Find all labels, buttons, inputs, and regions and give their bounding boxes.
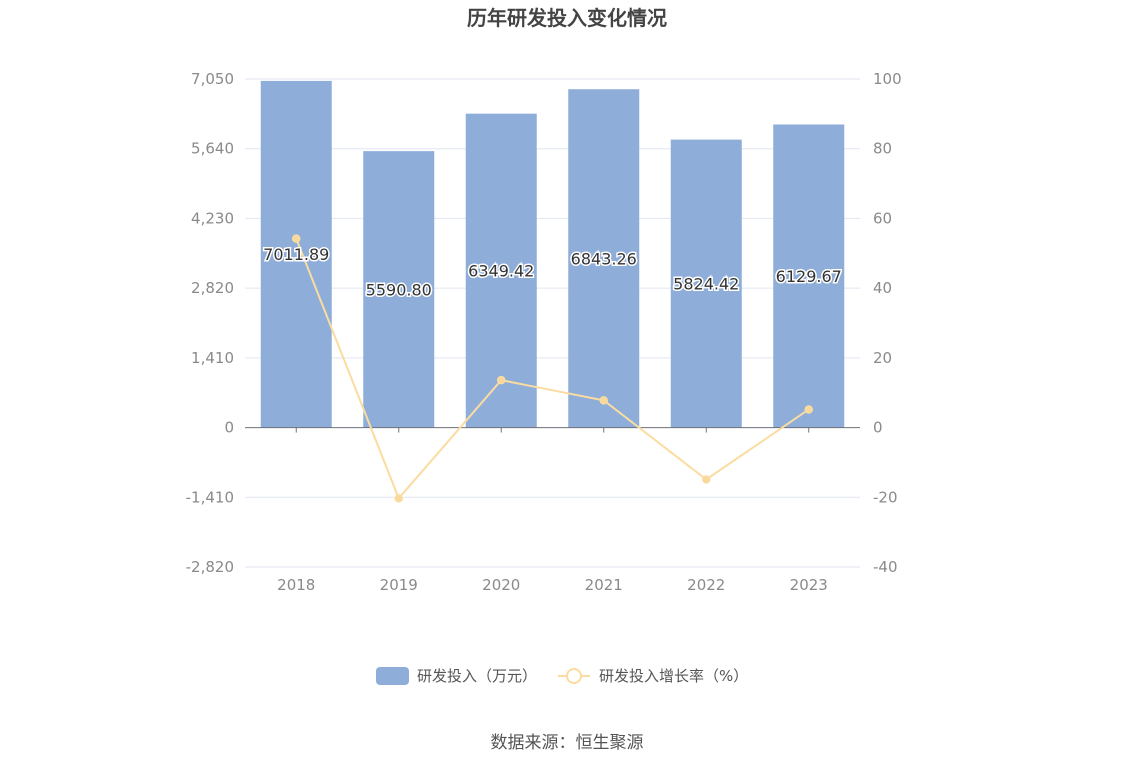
y-left-tick-label: -2,820 [186, 558, 234, 576]
x-tick-label-2023: 2023 [790, 576, 828, 594]
x-tick-label-2019: 2019 [380, 576, 418, 594]
legend-swatch-bar [376, 667, 409, 685]
line-point-2021 [599, 396, 608, 405]
legend-label-bar: 研发投入（万元） [417, 667, 537, 685]
x-tick-label-2022: 2022 [687, 576, 725, 594]
legend-item-line[interactable]: 研发投入增长率（%） [558, 667, 748, 685]
y-right-tick-label: -20 [873, 488, 898, 506]
legend-marker-line [566, 668, 582, 684]
y-axis-right: -40 -20 0 20 40 60 80 100 [873, 70, 902, 576]
bar-label-2018: 7011.89 [263, 245, 329, 264]
x-tick-label-2020: 2020 [482, 576, 520, 594]
y-left-tick-label: 2,820 [191, 279, 234, 297]
line-point-2020 [497, 375, 506, 385]
y-right-tick-label: 60 [873, 209, 892, 227]
y-right-tick-label: 0 [873, 419, 883, 437]
y-right-tick-label: 40 [873, 279, 892, 297]
y-right-tick-label: 20 [873, 349, 892, 367]
bar-2022 [670, 139, 742, 428]
bar-label-2019: 5590.80 [366, 280, 432, 299]
bar-series [260, 80, 845, 428]
y-left-tick-label: 5,640 [191, 140, 234, 158]
growth-line [295, 238, 810, 501]
bar-label-2022: 5824.42 [673, 275, 739, 294]
y-right-tick-label: 100 [873, 70, 902, 88]
source-note: 数据来源：恒生聚源 [490, 733, 644, 753]
bar-label-2020: 6349.42 [468, 262, 534, 281]
line-point-2023 [804, 405, 813, 414]
bar-2021 [568, 89, 640, 428]
y-left-tick-label: 4,230 [191, 209, 234, 227]
y-left-tick-label: 0 [224, 419, 234, 437]
data-labels: 7011.89 5590.80 6349.42 6843.26 5824.42 6129.… [262, 244, 844, 301]
x-tick-label-2021: 2021 [585, 576, 623, 594]
legend[interactable]: 研发投入（万元） 研发投入增长率（%） [376, 667, 748, 685]
y-right-tick-label: 80 [873, 140, 892, 158]
y-right-tick-label: -40 [873, 558, 898, 576]
x-tick-label-2018: 2018 [277, 576, 315, 594]
gridlines [245, 78, 860, 568]
y-axis-left: -2,820 -1,410 0 1,410 2,820 4,230 5,640 7,050 [186, 70, 234, 576]
y-left-tick-label: -1,410 [186, 488, 234, 506]
x-axis: 2018 2019 2020 2021 2022 2023 [245, 427, 860, 594]
legend-item-bar[interactable]: 研发投入（万元） [376, 667, 537, 685]
line-point-2018 [292, 234, 301, 243]
bar-label-2021: 6843.26 [571, 249, 637, 268]
bar-2019 [363, 151, 435, 428]
line-point-2022 [702, 475, 711, 484]
bar-2020 [465, 113, 537, 428]
chart-title: 历年研发投入变化情况 [467, 6, 667, 30]
legend-label-line: 研发投入增长率（%） [599, 667, 748, 685]
bar-label-2023: 6129.67 [776, 267, 842, 286]
line-series [292, 234, 813, 503]
y-left-tick-label: 1,410 [191, 349, 234, 367]
y-left-tick-label: 7,050 [191, 70, 234, 88]
bar-2023 [773, 124, 845, 428]
bar-2018 [260, 80, 332, 428]
line-point-2019 [394, 494, 403, 503]
